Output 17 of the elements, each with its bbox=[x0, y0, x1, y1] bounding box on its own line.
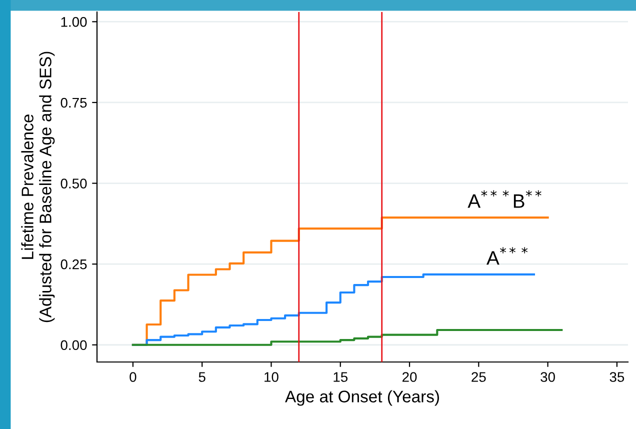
x-tick-label: 25 bbox=[472, 372, 486, 382]
y-tick-label: 0.25 bbox=[60, 259, 87, 270]
x-tick-label: 35 bbox=[610, 372, 624, 382]
x-tick-label: 5 bbox=[198, 372, 206, 382]
x-tick-label: 10 bbox=[264, 372, 278, 382]
y-tick-label: 0.50 bbox=[60, 178, 87, 188]
y-axis-title: Lifetime Prevalence (Adjusted for Baseline Age and SES) bbox=[21, 52, 55, 322]
y-tick-label: 0.75 bbox=[60, 98, 87, 108]
x-tick-label: 0 bbox=[130, 372, 136, 382]
annotation: A$^{***}$ bbox=[486, 247, 528, 265]
x-tick-label: 15 bbox=[334, 372, 348, 382]
y-tick-label: 1.00 bbox=[61, 17, 87, 27]
x-tick-label: 20 bbox=[402, 372, 417, 382]
y-tick-label: 0.00 bbox=[60, 340, 87, 350]
x-axis-title: Age at Onset (Years) bbox=[285, 390, 439, 406]
x-tick-label: 30 bbox=[540, 372, 555, 382]
annotation: A$^{***}$B$^{**}$ bbox=[468, 190, 542, 208]
